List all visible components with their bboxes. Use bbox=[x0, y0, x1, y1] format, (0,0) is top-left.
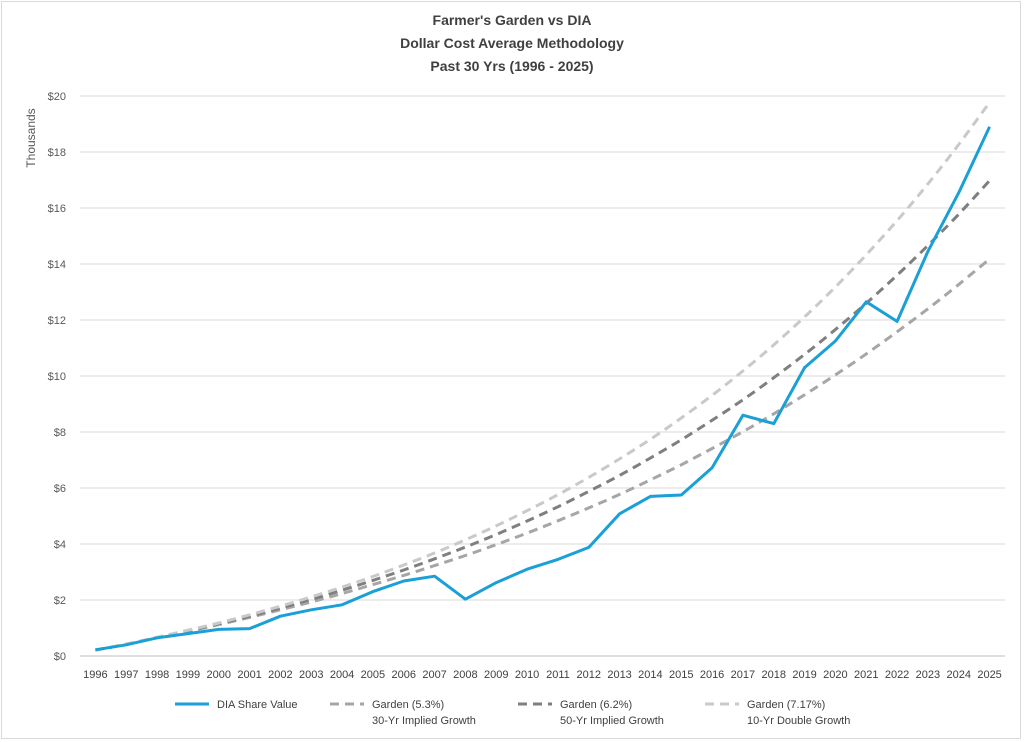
legend-sublabel: 30-Yr Implied Growth bbox=[372, 715, 476, 727]
y-axis-label: Thousands bbox=[24, 108, 38, 167]
chart-title: Farmer's Garden vs DIA Dollar Cost Avera… bbox=[400, 12, 624, 74]
x-tick-label: 2003 bbox=[299, 669, 323, 681]
x-tick-label: 2016 bbox=[700, 669, 724, 681]
x-tick-label: 2000 bbox=[207, 669, 231, 681]
y-tick-label: $6 bbox=[54, 483, 66, 495]
legend-label: DIA Share Value bbox=[217, 699, 298, 711]
series-line bbox=[95, 126, 991, 652]
x-tick-label: 2010 bbox=[515, 669, 539, 681]
x-tick-label: 2023 bbox=[916, 669, 940, 681]
title-line-1: Farmer's Garden vs DIA bbox=[433, 12, 592, 28]
title-line-3: Past 30 Yrs (1996 - 2025) bbox=[430, 58, 593, 74]
y-tick-label: $14 bbox=[48, 259, 66, 271]
x-tick-label: 2019 bbox=[792, 669, 816, 681]
x-tick-label: 2001 bbox=[237, 669, 261, 681]
legend-label: Garden (7.17%) bbox=[747, 699, 825, 711]
y-tick-label: $10 bbox=[48, 371, 66, 383]
x-tick-label: 1996 bbox=[83, 669, 107, 681]
x-tick-label: 2015 bbox=[669, 669, 693, 681]
x-tick-label: 2002 bbox=[268, 669, 292, 681]
y-tick-label: $16 bbox=[48, 203, 66, 215]
y-tick-labels: $0 $2 $4 $6 $8 $10 $12 $14 $16 $18 $20 bbox=[48, 91, 66, 663]
x-tick-label: 2018 bbox=[762, 669, 786, 681]
x-tick-label: 2004 bbox=[330, 669, 354, 681]
legend-label: Garden (5.3%) bbox=[372, 699, 444, 711]
y-tick-label: $18 bbox=[48, 147, 66, 159]
x-tick-label: 2012 bbox=[577, 669, 601, 681]
y-tick-label: $20 bbox=[48, 91, 66, 103]
x-tick-label: 2013 bbox=[607, 669, 631, 681]
title-line-2: Dollar Cost Average Methodology bbox=[400, 35, 624, 51]
x-tick-label: 2006 bbox=[392, 669, 416, 681]
y-tick-label: $8 bbox=[54, 427, 66, 439]
y-tick-label: $2 bbox=[54, 595, 66, 607]
x-tick-label: 2017 bbox=[731, 669, 755, 681]
gridlines bbox=[80, 95, 1005, 657]
series-line bbox=[95, 179, 991, 652]
x-tick-label: 2007 bbox=[422, 669, 446, 681]
legend-sublabel: 10-Yr Double Growth bbox=[747, 715, 850, 727]
series-line bbox=[95, 101, 991, 652]
x-tick-label: 2022 bbox=[885, 669, 909, 681]
x-tick-label: 2024 bbox=[947, 669, 971, 681]
legend-label: Garden (6.2%) bbox=[560, 699, 632, 711]
legend: DIA Share Value Garden (5.3%) 30-Yr Implie… bbox=[175, 699, 850, 727]
x-tick-labels: 1996 1997 1998 1999 2000 2001 2002 2003 2004 2005… bbox=[83, 669, 1002, 681]
x-tick-label: 2014 bbox=[638, 669, 662, 681]
legend-sublabel: 50-Yr Implied Growth bbox=[560, 715, 664, 727]
x-tick-label: 2020 bbox=[823, 669, 847, 681]
x-tick-label: 2011 bbox=[546, 669, 570, 681]
y-tick-label: $4 bbox=[54, 539, 66, 551]
x-tick-label: 1999 bbox=[176, 669, 200, 681]
x-tick-label: 2009 bbox=[484, 669, 508, 681]
x-tick-label: 2005 bbox=[361, 669, 385, 681]
x-tick-label: 2008 bbox=[453, 669, 477, 681]
x-tick-label: 2025 bbox=[977, 669, 1001, 681]
x-tick-label: 2021 bbox=[854, 669, 878, 681]
y-tick-label: $0 bbox=[54, 651, 66, 663]
series-lines bbox=[95, 101, 991, 652]
x-tick-label: 1998 bbox=[145, 669, 169, 681]
x-tick-label: 1997 bbox=[114, 669, 138, 681]
y-tick-label: $12 bbox=[48, 315, 66, 327]
